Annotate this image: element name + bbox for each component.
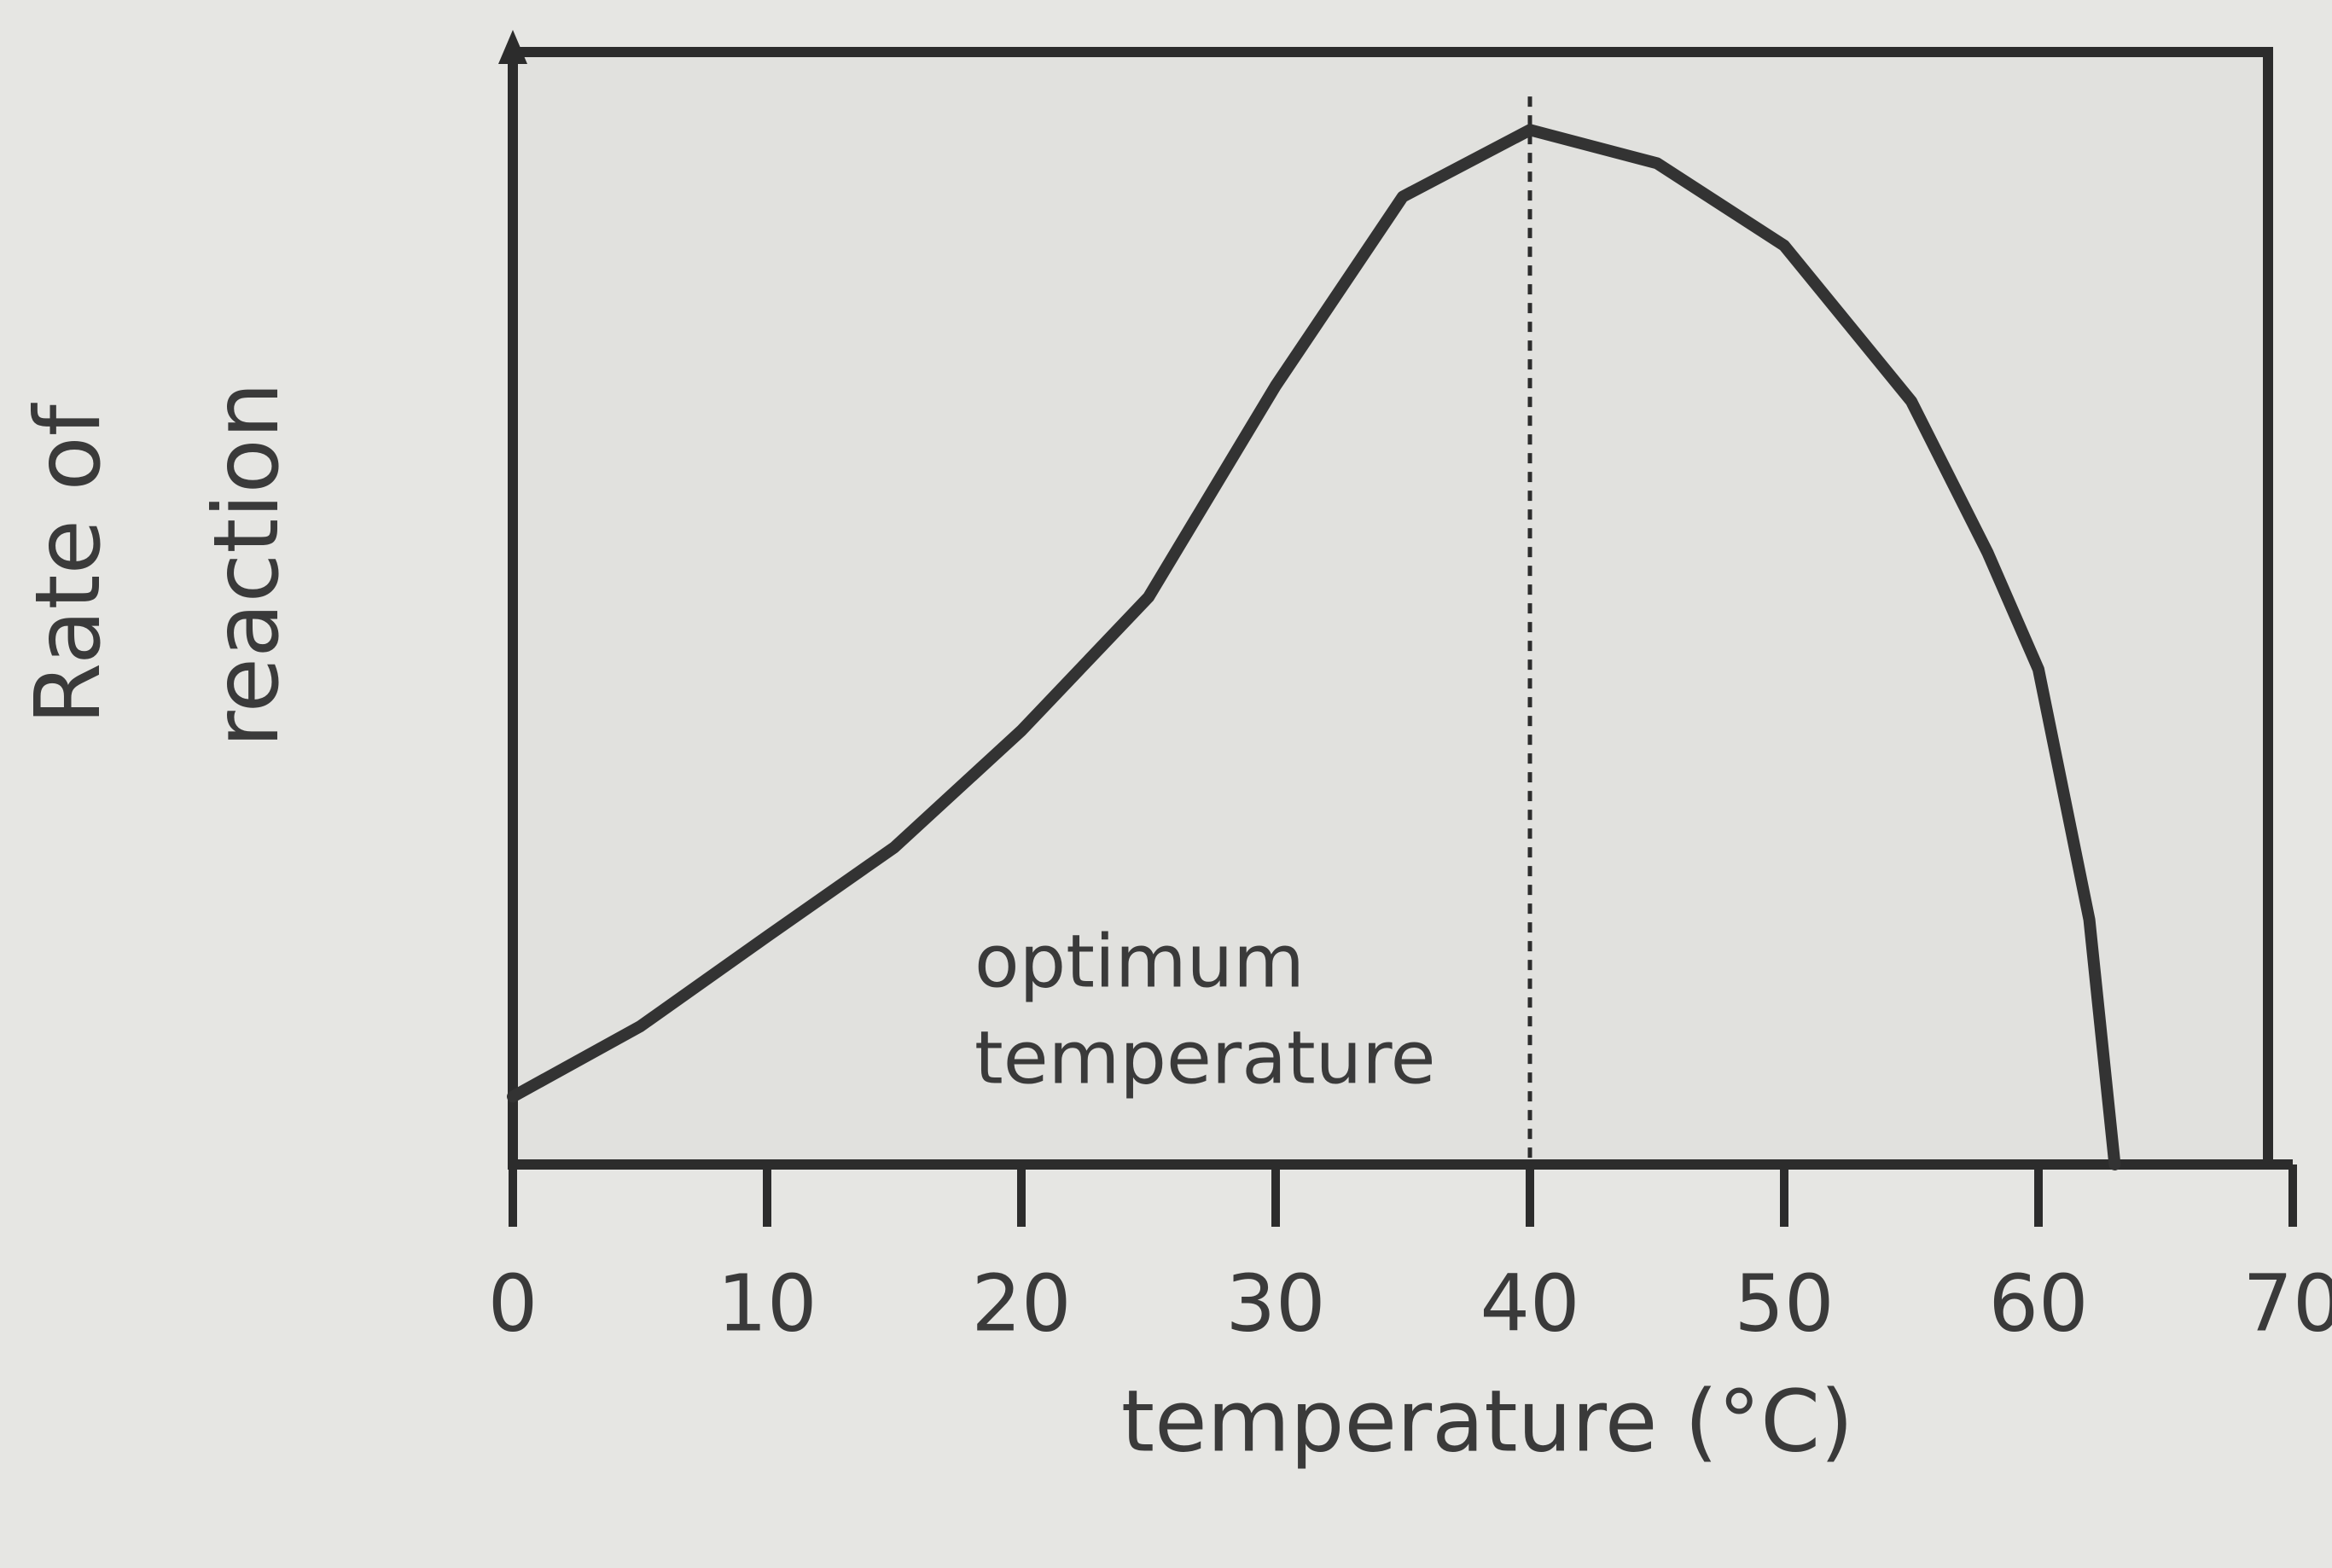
optimum-label: temperature [974,1015,1436,1101]
x-tick-label: 70 [2242,1257,2332,1349]
x-tick-label: 0 [488,1257,538,1349]
x-tick-label: 10 [717,1257,817,1349]
x-tick-label: 60 [1988,1257,2088,1349]
y-axis-arrow [498,30,527,64]
y-axis-label: Rate of [16,403,120,724]
y-axis-label: reaction [195,382,299,748]
plot-frame [508,47,2273,1170]
x-tick-label: 40 [1480,1257,1579,1349]
x-tick-label: 50 [1734,1257,1834,1349]
x-tick-label: 30 [1225,1257,1325,1349]
x-axis-label: temperature (°C) [1121,1371,1853,1471]
curve [507,124,2121,1170]
x-tick-label: 20 [971,1257,1071,1349]
optimum-label: optimum [974,919,1305,1004]
